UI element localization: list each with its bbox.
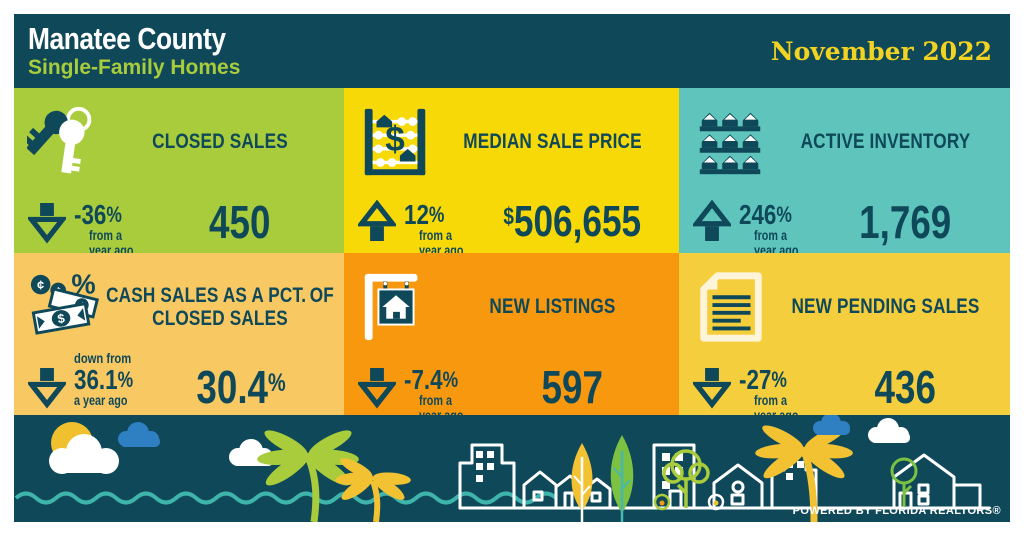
- cloud-blue-icon: [118, 422, 160, 447]
- change-value: -7.4%: [404, 363, 459, 395]
- stat-value: 30.4%: [196, 361, 286, 414]
- down-arrow-icon: [28, 368, 66, 409]
- sign-icon: [356, 267, 436, 347]
- tree-outline-icon: [662, 449, 710, 508]
- cityscape-illustration: [14, 415, 1010, 522]
- svg-text:¢: ¢: [37, 278, 44, 292]
- up-arrow-icon: [693, 200, 731, 242]
- leaf-tree-green-icon: [610, 435, 634, 522]
- panel-median-sale-price: $ MEDIAN SALE PRICE 12%: [344, 88, 679, 253]
- stat-value: 1,769: [858, 196, 951, 249]
- abacus-icon: $: [356, 102, 436, 182]
- down-arrow-icon: [28, 203, 66, 244]
- panel-active-inventory: ACTIVE INVENTORY 246% from a year ago: [679, 88, 1010, 253]
- header: Manatee County Single-Family Homes Novem…: [14, 14, 1010, 88]
- page-title: Manatee County: [28, 21, 226, 57]
- panel-cash-sales-pct: % ¢ ¢ ¢: [14, 253, 344, 415]
- panel-title: NEW PENDING SALES: [791, 294, 980, 319]
- change-value: 36.1%: [74, 363, 134, 395]
- page-subtitle: Single-Family Homes: [28, 55, 241, 79]
- change-value: -36%: [74, 198, 122, 230]
- cloud-blue-icon: [813, 415, 850, 435]
- panel-new-listings: NEW LISTINGS -7.4% from a year ago: [344, 253, 679, 415]
- infographic-card: Manatee County Single-Family Homes Novem…: [14, 14, 1010, 522]
- svg-text:$: $: [385, 120, 405, 159]
- skyline-outline: [458, 443, 991, 510]
- change-value: 12%: [404, 198, 445, 230]
- cloud-icon: [868, 418, 910, 443]
- palm-tree-yellow-icon: [755, 425, 853, 522]
- footer-illustration: POWERED BY FLORIDA REALTORS®: [14, 415, 1010, 522]
- down-arrow-icon: [358, 368, 396, 409]
- powered-by-credit: POWERED BY FLORIDA REALTORS®: [792, 505, 1001, 517]
- stat-value: 436: [874, 361, 936, 414]
- panel-title: ACTIVE INVENTORY: [800, 129, 971, 154]
- leaf-tree-yellow-icon: [571, 443, 593, 522]
- panel-closed-sales: CLOSED SALES -36% from a year ago: [14, 88, 344, 253]
- change-value: 246%: [739, 198, 792, 230]
- tree-outline-icon: [890, 457, 918, 508]
- houses-icon: [691, 102, 771, 182]
- stats-grid: CLOSED SALES -36% from a year ago: [14, 88, 1010, 415]
- panel-title: NEW LISTINGS: [489, 294, 616, 319]
- up-arrow-icon: [358, 200, 396, 242]
- report-date: November 2022: [770, 36, 992, 66]
- stat-value: 597: [541, 361, 603, 414]
- cloud-icon: [49, 434, 119, 474]
- bush-icon: [653, 493, 725, 511]
- palm-tree-yellow-icon: [335, 458, 411, 522]
- stat-value: 450: [208, 196, 270, 249]
- panel-new-pending-sales: NEW PENDING SALES -27% from a year ago: [679, 253, 1010, 415]
- stat-value: $506,655: [502, 197, 641, 247]
- panel-title: CLOSED SALES: [152, 129, 288, 154]
- keys-icon: [26, 102, 106, 182]
- water-wave: [14, 491, 558, 505]
- down-arrow-icon: [693, 368, 731, 409]
- svg-text:$: $: [56, 311, 65, 326]
- panel-title: CASH SALES AS A PCT.: [106, 282, 307, 307]
- document-icon: [691, 267, 771, 347]
- cash-icon: % ¢ ¢ ¢: [26, 267, 106, 347]
- change-value: -27%: [739, 363, 787, 395]
- panel-title: MEDIAN SALE PRICE: [463, 129, 642, 154]
